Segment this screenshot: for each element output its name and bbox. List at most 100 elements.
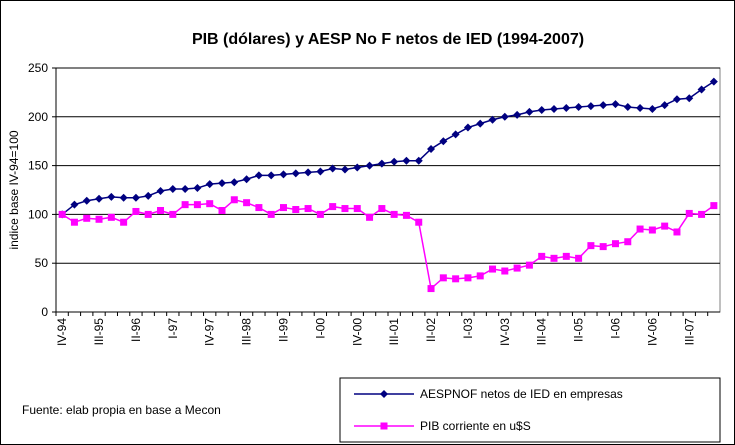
x-tick-label: III-98 bbox=[240, 318, 254, 346]
point bbox=[550, 104, 558, 113]
point bbox=[353, 205, 361, 213]
point bbox=[193, 184, 202, 193]
point bbox=[279, 204, 287, 212]
point bbox=[489, 265, 497, 273]
point bbox=[328, 164, 337, 173]
x-tick-label: II-99 bbox=[276, 318, 290, 342]
point bbox=[341, 205, 349, 213]
point bbox=[439, 274, 447, 282]
point bbox=[366, 213, 374, 221]
point bbox=[377, 159, 386, 168]
y-axis-label: indice base IV-94=100 bbox=[7, 130, 21, 249]
point bbox=[463, 123, 472, 132]
point bbox=[710, 202, 718, 210]
point bbox=[95, 194, 104, 203]
point bbox=[636, 225, 644, 233]
point bbox=[427, 145, 436, 154]
y-tick-label: 50 bbox=[35, 256, 49, 270]
point bbox=[83, 214, 91, 222]
point bbox=[279, 170, 288, 179]
x-tick-label: IV-94 bbox=[55, 318, 69, 346]
point bbox=[218, 179, 226, 188]
point bbox=[181, 201, 189, 209]
chart-title: PIB (dólares) y AESP No F netos de IED (… bbox=[192, 31, 584, 48]
point bbox=[70, 200, 79, 209]
point bbox=[267, 171, 276, 180]
point bbox=[242, 175, 251, 184]
point bbox=[709, 77, 718, 86]
point bbox=[451, 130, 460, 139]
point bbox=[575, 254, 583, 262]
x-tick-label: II-05 bbox=[572, 318, 586, 342]
x-tick-label: III-95 bbox=[92, 318, 106, 346]
x-tick-label: IV-03 bbox=[498, 318, 512, 346]
y-tick-label: 250 bbox=[28, 61, 48, 75]
point bbox=[353, 163, 362, 172]
y-tick-label: 200 bbox=[28, 110, 48, 124]
x-tick-label: II-96 bbox=[129, 318, 143, 342]
point bbox=[206, 200, 214, 208]
point bbox=[513, 110, 522, 119]
point bbox=[501, 267, 509, 275]
point bbox=[107, 192, 116, 201]
point bbox=[415, 218, 423, 226]
point bbox=[599, 101, 608, 110]
x-tick-label: II-02 bbox=[424, 318, 438, 342]
point bbox=[378, 205, 386, 213]
point bbox=[255, 204, 263, 212]
point bbox=[673, 228, 681, 236]
point bbox=[193, 201, 201, 209]
x-tick-label: III-04 bbox=[535, 318, 549, 346]
source-note: Fuente: elab propia en base a Mecon bbox=[22, 403, 221, 417]
point bbox=[599, 243, 607, 251]
point bbox=[291, 169, 300, 178]
point bbox=[157, 206, 165, 214]
point bbox=[624, 238, 632, 246]
point bbox=[697, 85, 706, 94]
point bbox=[316, 210, 324, 218]
point bbox=[488, 115, 497, 124]
point bbox=[525, 261, 533, 269]
point bbox=[500, 112, 509, 121]
y-tick-label: 150 bbox=[28, 159, 48, 173]
x-tick-label: IV-06 bbox=[645, 318, 659, 346]
point bbox=[672, 95, 681, 104]
point bbox=[611, 240, 619, 248]
point bbox=[168, 185, 177, 194]
point bbox=[254, 171, 263, 180]
point bbox=[329, 203, 337, 211]
point bbox=[623, 103, 632, 112]
point bbox=[587, 242, 595, 250]
point bbox=[513, 264, 521, 272]
point bbox=[452, 275, 460, 283]
x-tick-label: I-03 bbox=[461, 318, 475, 339]
point bbox=[70, 218, 78, 226]
y-tick-label: 0 bbox=[41, 305, 48, 319]
point bbox=[685, 94, 694, 103]
point bbox=[95, 215, 103, 223]
point bbox=[169, 210, 177, 218]
point bbox=[58, 210, 66, 218]
point bbox=[82, 196, 91, 205]
point bbox=[414, 156, 423, 165]
point bbox=[550, 254, 558, 262]
point bbox=[698, 210, 706, 218]
x-tick-label: I-00 bbox=[313, 318, 327, 339]
point bbox=[230, 196, 238, 204]
x-tick-label: III-01 bbox=[387, 318, 401, 346]
y-tick-label: 100 bbox=[28, 207, 48, 221]
point bbox=[562, 104, 571, 113]
point bbox=[304, 205, 312, 213]
point bbox=[120, 218, 128, 226]
point bbox=[402, 156, 411, 165]
point bbox=[476, 272, 484, 280]
point bbox=[119, 193, 128, 202]
x-tick-label: IV-00 bbox=[350, 318, 364, 346]
point bbox=[439, 137, 448, 146]
point bbox=[181, 185, 190, 194]
point bbox=[476, 119, 485, 128]
x-tick-label: III-07 bbox=[682, 318, 696, 346]
point bbox=[131, 193, 140, 202]
point bbox=[132, 207, 140, 215]
